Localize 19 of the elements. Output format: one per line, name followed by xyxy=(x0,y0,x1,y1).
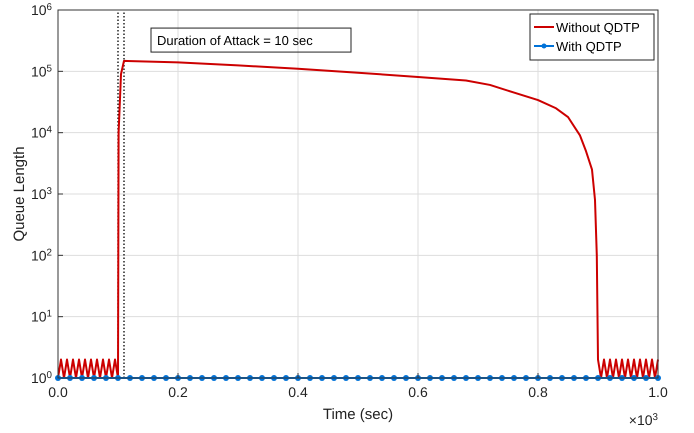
annotation: Duration of Attack = 10 sec xyxy=(157,33,314,48)
x-tick-label: 0.6 xyxy=(408,384,428,400)
x-tick-label: 0.8 xyxy=(528,384,548,400)
y-tick-label: 10$^{4}$ xyxy=(30,124,53,141)
x-axis-title: Time (sec) xyxy=(322,406,394,423)
y-tick-label: 10$^{1}$ xyxy=(30,308,52,325)
x-tick-label: 0.4 xyxy=(288,384,308,400)
x-tick-label: 0.2 xyxy=(168,384,188,400)
text: ×10$^{3}$ xyxy=(628,412,659,428)
y-tick-label: 10$^{6}$ xyxy=(30,2,53,18)
y-tick-label: 10$^{0}$ xyxy=(30,370,53,386)
y-axis-title: Queue Length xyxy=(11,146,28,242)
y-tick-label: 10$^{3}$ xyxy=(30,186,53,202)
x-tick-label: 0.0 xyxy=(48,384,68,400)
y-tick-label: 10$^{2}$ xyxy=(30,246,52,264)
y-tick-label: 10$^{5}$ xyxy=(30,62,53,80)
legend-label: Without QDTP xyxy=(556,20,640,35)
legend-label: With QDTP xyxy=(556,39,622,54)
x-tick-label: 1.0 xyxy=(648,384,668,400)
